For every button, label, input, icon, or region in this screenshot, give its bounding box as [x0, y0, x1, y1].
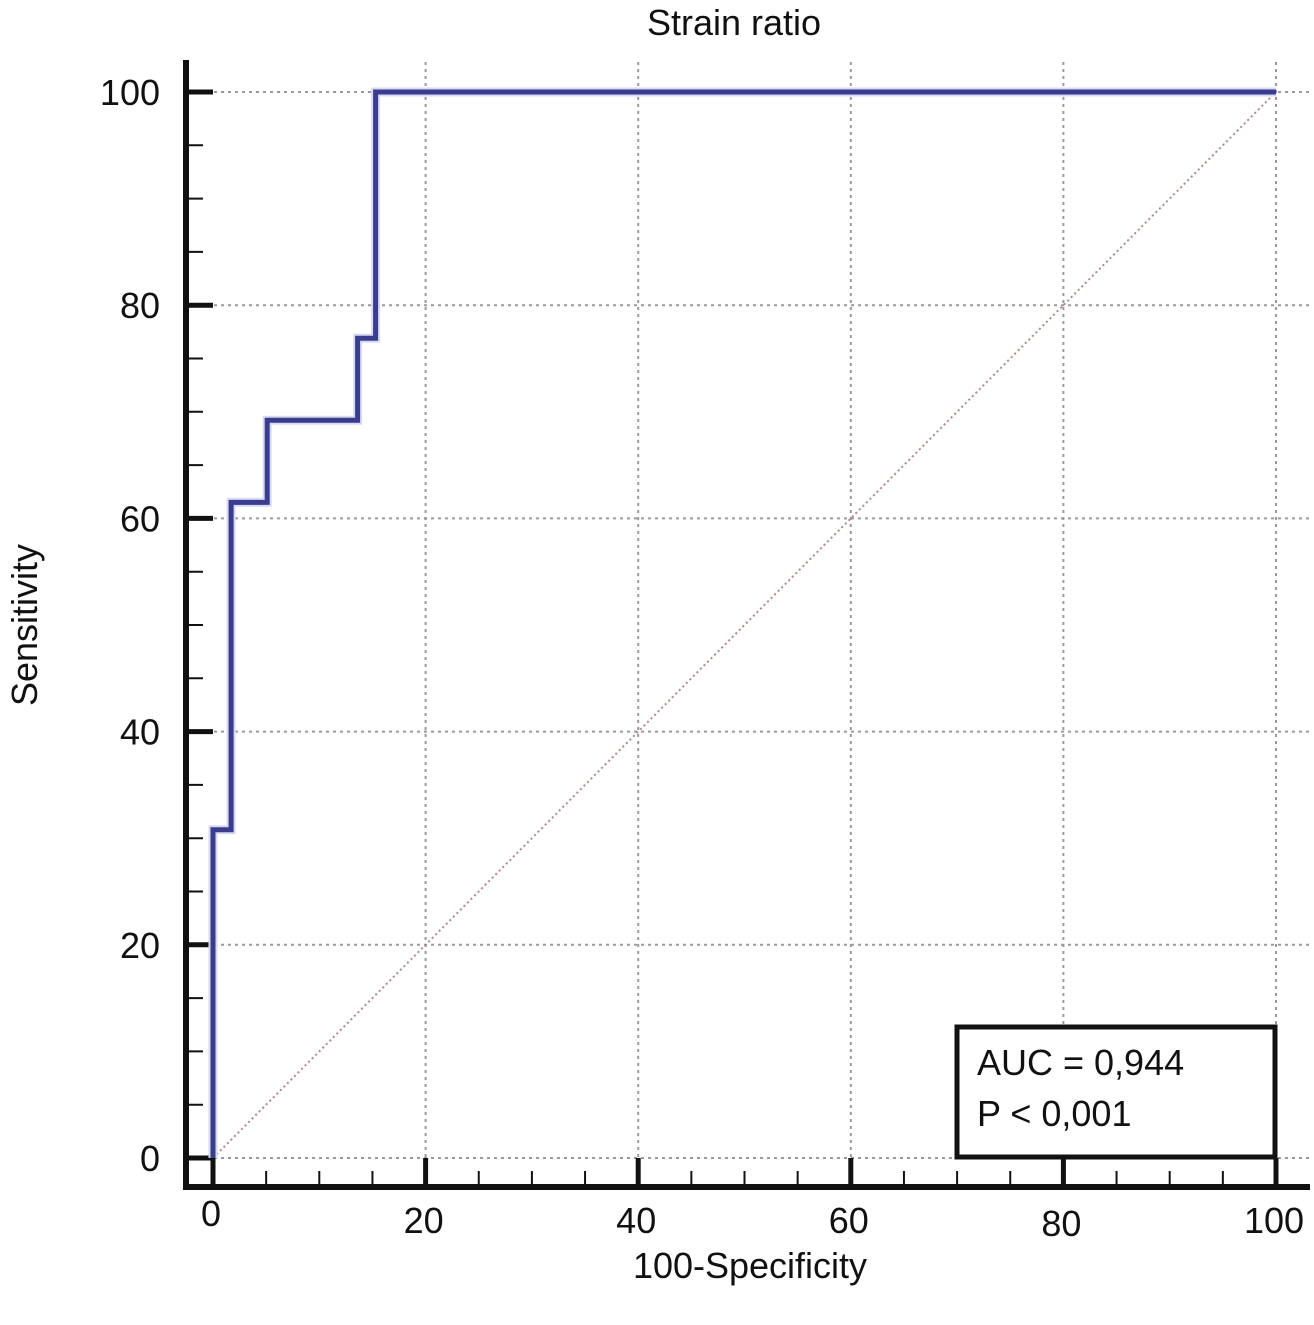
y-tick-label: 60: [120, 498, 160, 539]
y-tick-labels: 0 20 40 60 80 100: [100, 72, 160, 1179]
y-tick-label: 40: [120, 712, 160, 753]
roc-curve-line: [210, 89, 1276, 1158]
y-tick-label: 100: [100, 72, 160, 113]
x-tick-label: 100: [1244, 1200, 1304, 1241]
annotation-frame: [954, 1024, 1278, 1160]
x-tick-label: 0: [201, 1193, 221, 1234]
y-axis-label: Sensitivity: [4, 544, 45, 706]
x-tick-label: 20: [404, 1200, 444, 1241]
axis-ticks: [186, 89, 1279, 1187]
plot-frame: [183, 60, 1310, 1190]
roc-curve: [208, 87, 1276, 1158]
auc-text: AUC = 0,944: [977, 1042, 1184, 1083]
reference-diagonal: [212, 91, 1277, 1159]
x-tick-label: 60: [829, 1200, 869, 1241]
x-tick-labels: 0 20 40 60 80 100: [201, 1193, 1304, 1244]
y-tick-label: 0: [140, 1138, 160, 1179]
x-tick-label: 80: [1041, 1203, 1081, 1244]
x-tick-label: 40: [616, 1200, 656, 1241]
p-value-text: P < 0,001: [977, 1093, 1131, 1134]
chart-title: Strain ratio: [647, 2, 821, 43]
diagonal-line: [212, 91, 1277, 1159]
auc-annotation-box: AUC = 0,944 P < 0,001: [954, 1024, 1278, 1160]
y-tick-label: 80: [120, 285, 160, 326]
x-axis-label: 100-Specificity: [633, 1245, 867, 1286]
y-tick-label: 20: [120, 925, 160, 966]
